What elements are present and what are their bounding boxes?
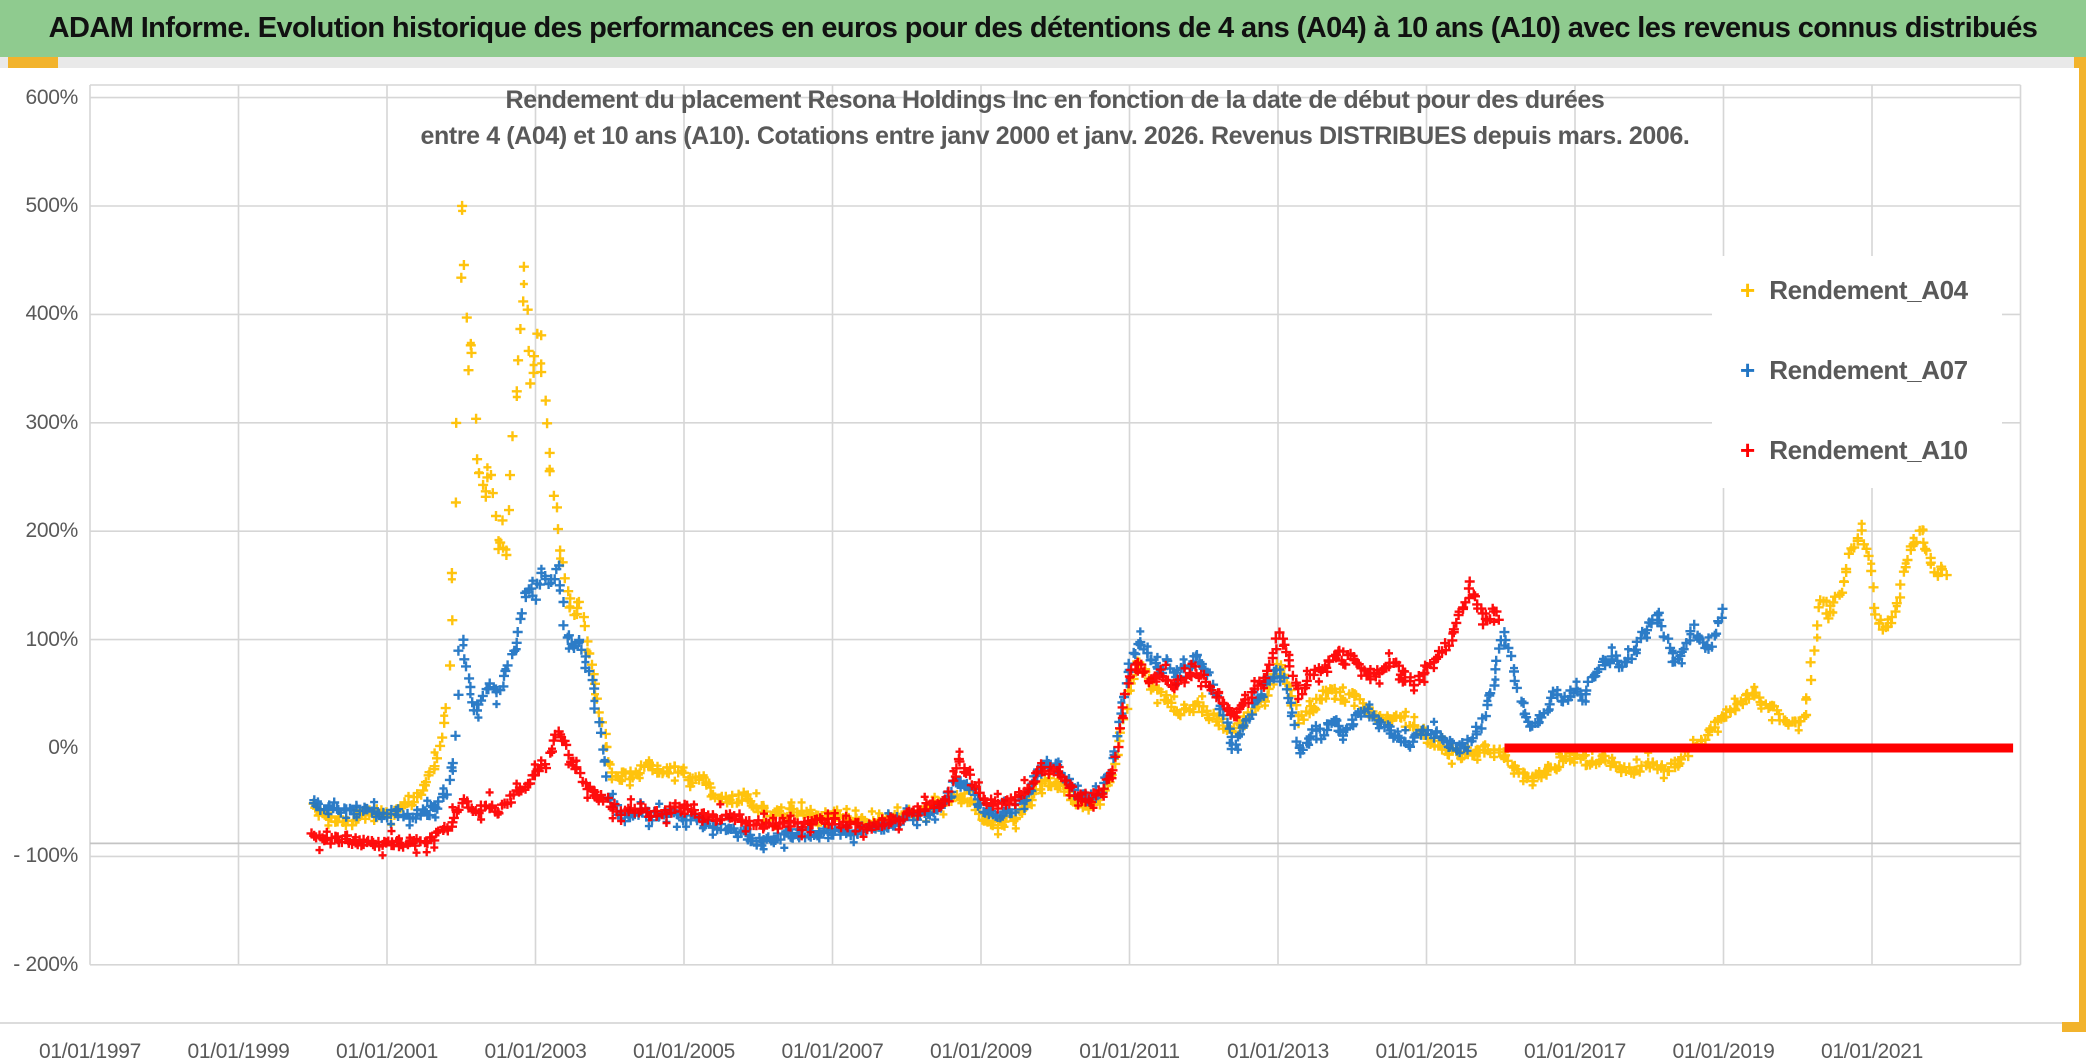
x-axis-label: 01/01/2009: [929, 1040, 1033, 1063]
legend-entry: + Rendement_A07: [1740, 353, 1968, 387]
banner-title-bar: ADAM Informe. Evolution historique des p…: [0, 0, 2086, 57]
y-axis-label: 600%: [25, 85, 78, 109]
chart-canvas: Rendement du placement Resona Holdings I…: [0, 68, 2086, 1063]
y-axis-label: 300%: [25, 410, 78, 434]
y-axis-label: - 100%: [13, 844, 78, 868]
x-axis-label: 01/01/1999: [187, 1040, 290, 1063]
legend-plus-marker-icon: +: [1740, 435, 1756, 465]
x-axis-label: 01/01/1997: [38, 1040, 142, 1063]
y-axis-label: 400%: [25, 302, 78, 326]
selection-handle-bottom-right: [2062, 1022, 2086, 1032]
legend-label: Rendement_A04: [1769, 274, 1968, 305]
selection-handle-top-left: [8, 57, 58, 68]
legend-plus-marker-icon: +: [1740, 275, 1756, 305]
selection-handle-top-right: [2074, 57, 2086, 68]
y-axis-label: 200%: [25, 519, 78, 543]
series-Rendement_A10: [306, 576, 1504, 860]
x-axis-label: 01/01/2003: [484, 1040, 587, 1063]
top-strip: [0, 57, 2086, 68]
x-axis-label: 01/01/2005: [632, 1040, 736, 1063]
y-axis-label: 100%: [25, 627, 78, 651]
flat-zero-line-Rendement_A10: [1504, 743, 2014, 753]
scatter-plot: [89, 84, 2022, 966]
x-axis-label: 01/01/2011: [1079, 1040, 1180, 1063]
legend-label: Rendement_A10: [1769, 434, 1968, 465]
chart-title-line1: Rendement du placement Resona Holdings I…: [505, 86, 1605, 114]
x-axis-label: 01/01/2019: [1672, 1040, 1775, 1063]
y-axis-label: 0%: [48, 736, 78, 759]
x-axis-label: 01/01/2007: [781, 1040, 884, 1063]
x-axis-label: 01/01/2021: [1820, 1040, 1924, 1063]
legend-entry: + Rendement_A10: [1740, 433, 1968, 467]
series-Rendement_A07: [309, 560, 1728, 854]
gridlines: [89, 84, 2022, 966]
y-axis-label: 500%: [25, 194, 78, 217]
x-axis-label: 01/01/2017: [1523, 1040, 1627, 1063]
x-axis-label: 01/01/2015: [1375, 1040, 1478, 1063]
y-axis-label: - 200%: [13, 952, 78, 976]
x-axis-label: 01/01/2001: [335, 1040, 439, 1063]
bottom-divider: [0, 1022, 2062, 1024]
x-axis-label: 01/01/2013: [1226, 1040, 1330, 1063]
banner-title: ADAM Informe. Evolution historique des p…: [48, 12, 2038, 44]
legend: + Rendement_A04 + Rendement_A07 + Rendement_A…: [1712, 256, 2002, 488]
selection-border-right: [2079, 68, 2086, 1032]
chart-title-line2: entre 4 (A04) et 10 ans (A10). Cotations…: [420, 122, 1690, 150]
legend-entry: + Rendement_A04: [1740, 273, 1968, 307]
legend-plus-marker-icon: +: [1740, 355, 1756, 385]
legend-label: Rendement_A07: [1769, 354, 1968, 385]
